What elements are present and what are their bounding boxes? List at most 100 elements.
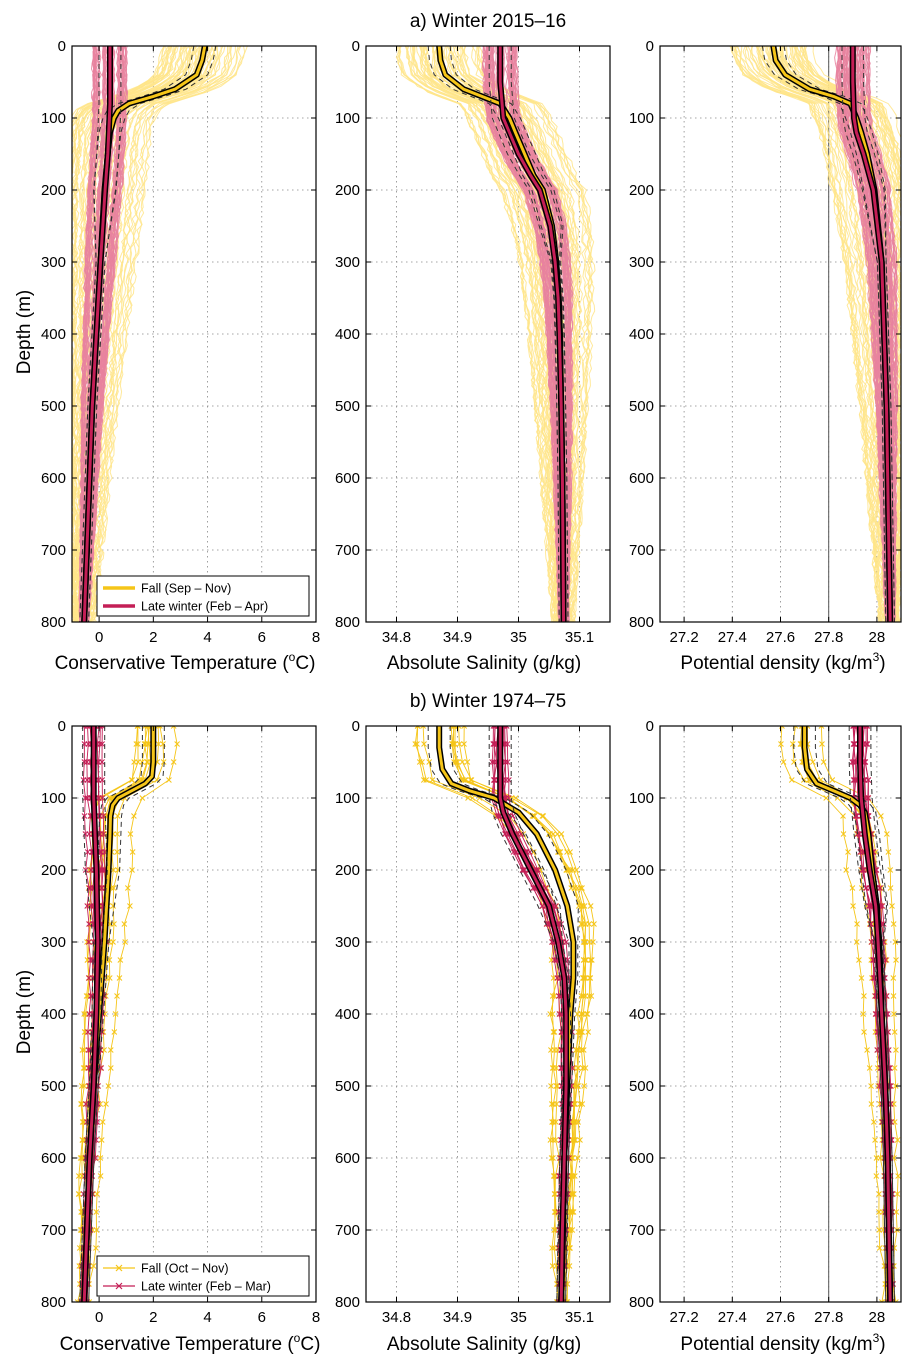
- profile-marker: [876, 1227, 883, 1233]
- profile-marker: [578, 903, 585, 909]
- x-tick-label: 4: [203, 1309, 211, 1326]
- profile-marker: [891, 1029, 898, 1035]
- y-tick-label: 300: [335, 254, 360, 271]
- x-tick-label: 27.8: [814, 629, 843, 646]
- profile-marker: [863, 741, 870, 747]
- profile-marker: [553, 1119, 559, 1125]
- profile-marker: [563, 939, 570, 945]
- profile-line: [85, 46, 121, 622]
- profile-marker: [105, 1083, 112, 1089]
- profile-line: [478, 46, 596, 622]
- profile-marker: [552, 1191, 559, 1197]
- profile-marker: [574, 1011, 581, 1017]
- profile-marker: [865, 903, 872, 909]
- profile-marker: [891, 1065, 898, 1071]
- profile-marker: [93, 1137, 99, 1143]
- profile-marker: [412, 741, 419, 747]
- profile-marker: [420, 726, 426, 729]
- profile-marker: [135, 726, 141, 729]
- profile-line: [89, 46, 229, 622]
- profile-marker: [142, 741, 149, 747]
- profile-marker: [87, 957, 94, 963]
- x-tick-label: 35: [510, 1309, 527, 1326]
- profile-marker: [107, 1065, 114, 1071]
- legend-box: [96, 1255, 310, 1297]
- profile-marker: [840, 813, 846, 819]
- fall-spread-line: [79, 726, 143, 1302]
- y-tick-label: 0: [646, 718, 654, 735]
- profile-line: [406, 46, 557, 622]
- fall-spread-line: [793, 726, 887, 1302]
- y-tick-label: 400: [41, 326, 66, 343]
- y-axis-label-top: Depth (m): [14, 290, 35, 374]
- profile-line: [510, 46, 571, 622]
- profile-marker: [890, 993, 897, 999]
- y-tick-label: 700: [41, 542, 66, 559]
- late-winter-spread-line: [88, 46, 122, 622]
- y-tick-label: 600: [335, 470, 360, 487]
- profile-line: [72, 46, 172, 622]
- profile-line: [799, 46, 901, 622]
- profile-marker: [588, 957, 595, 963]
- profile-line: [484, 46, 562, 622]
- x-tick-label: 35: [510, 629, 527, 646]
- profile-marker: [86, 1011, 93, 1017]
- profile-marker: [99, 777, 106, 783]
- x-tick-label: 0: [95, 629, 103, 646]
- y-tick-label: 600: [335, 1150, 360, 1167]
- panel-a3: 27.2 27.4 27.6 27.8 28 0 100 200 300 400 500 600 700…: [629, 38, 902, 646]
- late-winter-spread-line: [79, 46, 100, 622]
- profile-marker: [114, 993, 120, 999]
- profile-marker: [588, 993, 595, 999]
- profile-marker: [75, 1191, 82, 1197]
- profile-marker: [456, 741, 463, 747]
- x-axis-label-temperature-top: Conservative Temperature (oC): [55, 650, 316, 674]
- profile-marker: [577, 1137, 583, 1143]
- x-tick-label: 2: [149, 1309, 157, 1326]
- late-winter-spread-line: [848, 726, 887, 1302]
- x-tick-label: 4: [203, 629, 211, 646]
- profile-marker: [887, 867, 894, 873]
- y-tick-label: 0: [646, 38, 654, 55]
- profile-marker: [127, 831, 134, 837]
- profile-marker: [583, 957, 590, 963]
- profile-marker: [553, 1101, 560, 1107]
- profile-marker: [502, 831, 509, 837]
- profile-marker: [582, 993, 589, 999]
- profile-marker: [103, 1101, 109, 1107]
- profile-marker: [550, 1029, 557, 1035]
- profile-marker: [112, 1011, 119, 1017]
- profile-marker: [857, 849, 864, 855]
- profile-line: [733, 46, 883, 622]
- profile-marker: [95, 1101, 101, 1107]
- y-tick-label: 300: [41, 254, 66, 271]
- profile-marker: [570, 1119, 577, 1125]
- y-tick-label: 600: [41, 470, 66, 487]
- y-axis-label-bottom: Depth (m): [14, 970, 35, 1054]
- x-tick-label: 8: [312, 629, 320, 646]
- y-tick-label: 800: [335, 1294, 360, 1311]
- y-tick-label: 100: [335, 790, 360, 807]
- x-tick-label: 35.1: [565, 1309, 594, 1326]
- y-tick-label: 600: [629, 470, 654, 487]
- profile-line: [736, 46, 883, 622]
- profile-marker: [131, 813, 137, 819]
- y-tick-label: 200: [41, 862, 66, 879]
- legend-marker: [115, 1264, 123, 1272]
- y-tick-label: 500: [335, 398, 360, 415]
- fall-spread-line: [427, 726, 570, 1302]
- profile-marker: [579, 1101, 586, 1107]
- profile-marker: [861, 1029, 867, 1035]
- profile-marker: [580, 1065, 586, 1071]
- profile-marker: [93, 1209, 100, 1215]
- profile-marker: [829, 777, 836, 783]
- profile-marker: [551, 1029, 558, 1035]
- profile-marker: [116, 975, 123, 981]
- profile-marker: [553, 1083, 560, 1089]
- profile-marker: [554, 1083, 561, 1089]
- profile-marker: [78, 1101, 84, 1107]
- profile-marker: [421, 741, 427, 747]
- late-winter-spread-line: [79, 726, 94, 1302]
- profile-marker: [414, 726, 421, 729]
- x-tick-label: 34.9: [443, 1309, 472, 1326]
